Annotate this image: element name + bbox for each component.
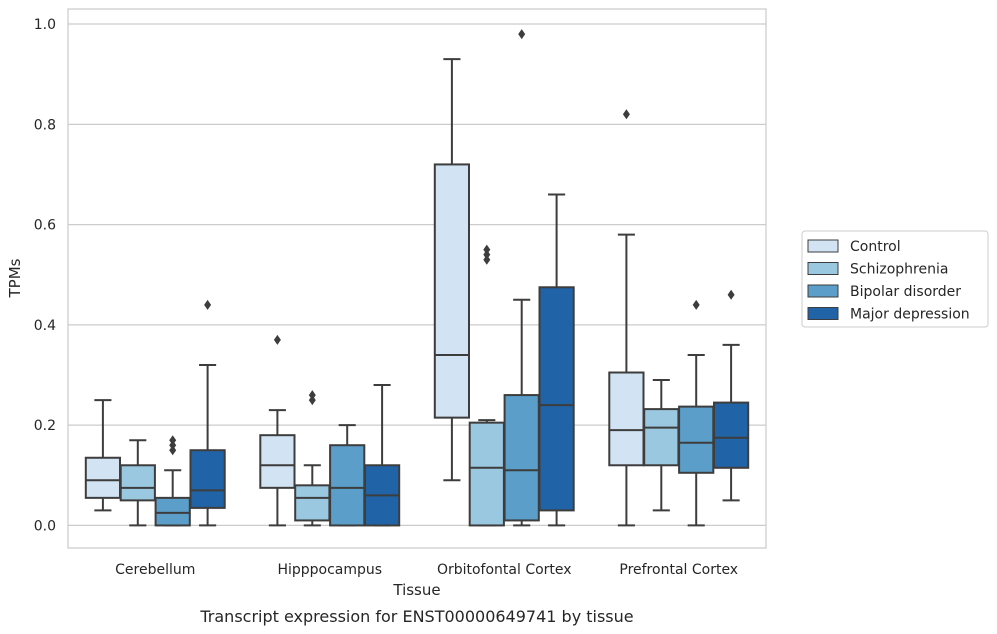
x-tick-label: Cerebellum: [115, 562, 195, 578]
x-tick-labels: Cerebellum Hipppocampus Orbitofontal Corte…: [115, 562, 738, 578]
legend-swatch: [807, 239, 839, 253]
plot-frame: [67, 8, 767, 549]
outlier-point: [727, 289, 735, 300]
box-body: [608, 371, 645, 467]
box-body: [329, 444, 366, 527]
outlier-point: [308, 395, 316, 406]
box-0-3: [608, 109, 645, 527]
y-tick-labels: 0.0 0.2 0.4 0.6 0.8 1.0: [34, 17, 56, 534]
legend-label: Bipolar disorder: [850, 284, 961, 300]
box-1-2: [468, 244, 505, 527]
outlier-point: [483, 254, 491, 265]
outlier-point: [692, 299, 700, 310]
legend-label: Schizophrenia: [850, 262, 948, 278]
y-axis-label: TPMs: [6, 258, 24, 298]
box-3-3: [712, 289, 750, 502]
x-tick-label: Hipppocampus: [277, 562, 382, 578]
outlier-point: [483, 249, 491, 260]
box-3-0: [189, 299, 226, 527]
box-body: [294, 484, 331, 522]
x-axis-label: Tissue: [392, 581, 440, 599]
y-tick-label: 0.6: [34, 218, 56, 234]
legend-label: Major depression: [850, 307, 970, 323]
legend-swatch: [807, 262, 839, 275]
outlier-point: [169, 435, 177, 446]
outlier-point: [483, 244, 491, 255]
box-body: [433, 163, 471, 419]
y-tick-label: 0.2: [34, 418, 56, 434]
box-body: [189, 449, 226, 509]
outlier-point: [308, 390, 316, 401]
box-1-0: [119, 439, 156, 527]
x-tick-label: Prefrontal Cortex: [619, 562, 738, 578]
outlier-point: [169, 440, 177, 451]
box-0-1: [259, 334, 296, 527]
y-tick-label: 0.4: [34, 318, 56, 334]
box-body: [643, 408, 680, 467]
legend-label: Control: [850, 239, 901, 255]
box-2-2: [503, 29, 540, 527]
box-body: [712, 401, 750, 469]
outlier-point: [518, 29, 526, 40]
y-tick-label: 0.0: [34, 518, 56, 534]
box-0-2: [433, 58, 471, 482]
outlier-point: [273, 334, 281, 345]
y-tick-label: 1.0: [34, 17, 56, 33]
box-1-1: [294, 390, 331, 527]
y-tick-label: 0.8: [34, 117, 56, 133]
box-body: [503, 394, 540, 522]
legend-swatch: [807, 307, 839, 320]
box-3-2: [538, 193, 575, 527]
boxes-layer: [84, 29, 750, 527]
box-body: [468, 421, 505, 527]
box-body: [259, 434, 296, 489]
legend: Control Schizophrenia Bipolar disorder Majo…: [801, 230, 989, 328]
box-body: [678, 405, 715, 474]
x-tick-label: Orbitofontal Cortex: [437, 562, 572, 578]
box-3-1: [363, 384, 401, 527]
box-body: [119, 464, 156, 502]
legend-frame: [801, 230, 989, 328]
box-body: [538, 286, 575, 512]
outlier-point: [169, 445, 177, 456]
outlier-point: [204, 299, 212, 310]
box-body: [84, 456, 122, 499]
box-body: [154, 496, 191, 527]
legend-swatch: [807, 284, 839, 298]
outlier-point: [622, 109, 630, 120]
box-2-0: [154, 435, 191, 527]
chart-caption: Transcript expression for ENST0000064974…: [199, 607, 633, 626]
